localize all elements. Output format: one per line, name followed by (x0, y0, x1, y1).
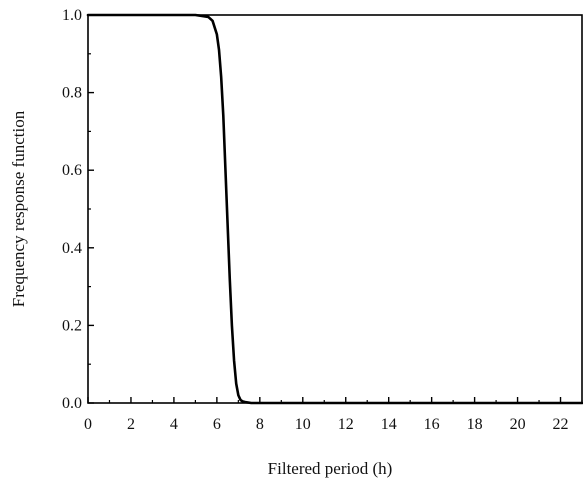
x-tick-label: 18 (467, 416, 483, 433)
x-tick-label: 6 (213, 416, 221, 433)
x-tick-label: 2 (127, 416, 135, 433)
series-line (86, 13, 583, 405)
x-tick-label: 8 (256, 416, 264, 433)
x-axis: 0 2 4 6 8 10 12 14 16 18 20 22 (84, 397, 583, 433)
plot-border (87, 14, 583, 404)
series-layer (86, 13, 583, 405)
y-tick-label: 0.4 (62, 240, 82, 257)
y-tick-label: 0.2 (62, 317, 82, 334)
x-tick-label: 14 (381, 416, 397, 433)
x-tick-label: 4 (170, 416, 178, 433)
x-tick-label: 22 (553, 416, 569, 433)
y-tick-label: 0.8 (62, 85, 82, 102)
y-tick-label: 1.0 (62, 7, 82, 24)
plot-frame (87, 14, 583, 404)
x-tick-label: 20 (510, 416, 526, 433)
y-axis-title: Frequency response function (9, 110, 28, 307)
x-tick-label: 16 (424, 416, 440, 433)
x-axis-title: Filtered period (h) (268, 459, 393, 478)
x-tick-label: 10 (295, 416, 311, 433)
x-tick-label: 12 (338, 416, 354, 433)
y-tick-label: 0.0 (62, 395, 82, 412)
x-tick-label: 0 (84, 416, 92, 433)
y-axis: 0.0 0.2 0.4 0.6 0.8 1.0 (62, 7, 94, 412)
y-tick-label: 0.6 (62, 162, 82, 179)
